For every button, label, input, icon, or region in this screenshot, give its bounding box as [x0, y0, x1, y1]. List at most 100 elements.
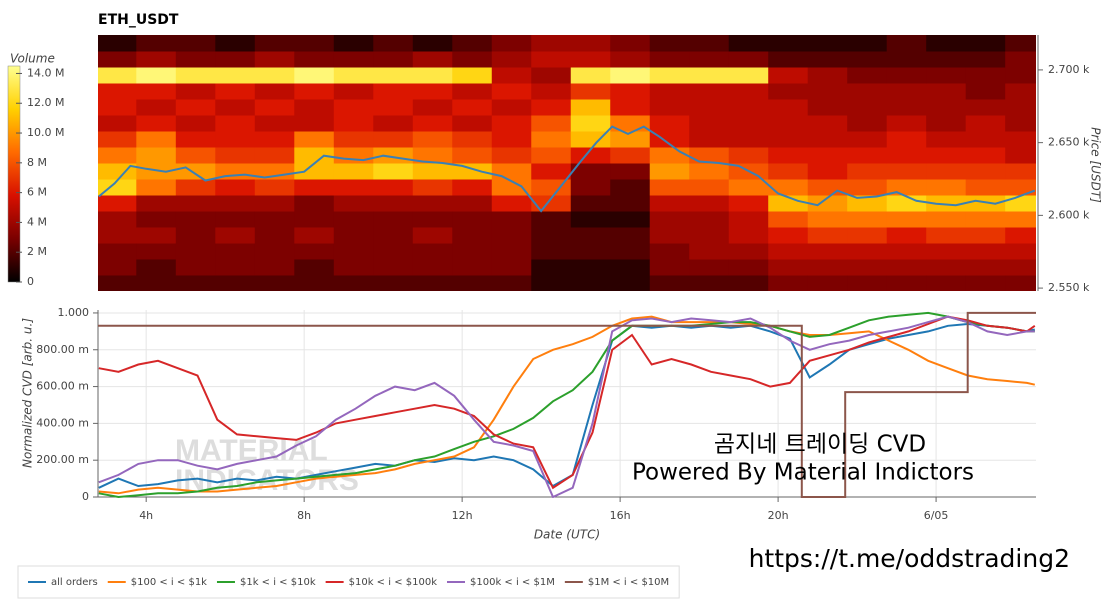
heatmap-cell [886, 35, 927, 52]
heatmap-cell [254, 83, 295, 100]
heatmap-cell [294, 227, 335, 244]
heatmap-cell [175, 99, 216, 116]
legend-label: $100 < i < $1k [131, 577, 207, 588]
heatmap-cell [728, 35, 769, 52]
heatmap-cell [215, 195, 256, 212]
heatmap-cell [610, 275, 651, 291]
heatmap-cell [136, 259, 177, 276]
heatmap-cell [649, 115, 690, 132]
heatmap-cell [610, 99, 651, 116]
heatmap-cell [807, 195, 848, 212]
heatmap-cell [412, 163, 453, 180]
heatmap-cell [886, 131, 927, 148]
heatmap-cell [570, 35, 611, 52]
x-tick-label: 4h [139, 509, 153, 522]
heatmap-cell [136, 211, 177, 228]
heatmap-cell [175, 115, 216, 132]
heatmap-cell [373, 131, 414, 148]
y-tick-label: 2.700 k [1048, 63, 1090, 76]
heatmap-cell [175, 275, 216, 291]
heatmap-cell [807, 115, 848, 132]
annotation: 곰지네 트레이딩 CVD [714, 432, 926, 458]
heatmap-cell [254, 35, 295, 52]
heatmap-cell [965, 147, 1006, 164]
heatmap-cell [136, 67, 177, 84]
heatmap-cell [452, 179, 493, 196]
y-tick-label: 0 [82, 490, 89, 503]
heatmap-cell [333, 243, 374, 260]
heatmap-cell [98, 275, 137, 291]
heatmap-cell [333, 147, 374, 164]
heatmap-cell [254, 67, 295, 84]
heatmap-cell [689, 227, 730, 244]
heatmap-cell [254, 243, 295, 260]
heatmap-cell [1005, 67, 1036, 84]
heatmap-cell [689, 275, 730, 291]
heatmap-cell [570, 67, 611, 84]
heatmap-cell [610, 259, 651, 276]
heatmap-cell [452, 51, 493, 68]
heatmap-cell [254, 131, 295, 148]
heatmap-cell [373, 211, 414, 228]
heatmap-cell [965, 35, 1006, 52]
heatmap-cell [570, 211, 611, 228]
heatmap-cell [886, 227, 927, 244]
heatmap-cell [294, 211, 335, 228]
heatmap-cell [728, 51, 769, 68]
heatmap-cell [649, 179, 690, 196]
heatmap-cell [965, 243, 1006, 260]
heatmap-cell [452, 35, 493, 52]
heatmap-cell [926, 211, 967, 228]
heatmap-cell [175, 51, 216, 68]
heatmap-cell [491, 195, 532, 212]
heatmap-cell [768, 275, 809, 291]
heatmap-cell [531, 51, 572, 68]
heatmap-cell [807, 147, 848, 164]
heatmap-cell [491, 275, 532, 291]
heatmap-cell [373, 243, 414, 260]
heatmap-cell [1005, 243, 1036, 260]
heatmap-cell [570, 115, 611, 132]
x-tick-label: 20h [768, 509, 789, 522]
heatmap-cell [98, 115, 137, 132]
heatmap-cell [847, 243, 888, 260]
colorbar-label: Volume [10, 52, 55, 66]
heatmap-cell [689, 131, 730, 148]
heatmap-cell [886, 163, 927, 180]
heatmap-cell [610, 243, 651, 260]
heatmap-cell [215, 227, 256, 244]
heatmap-cell [965, 67, 1006, 84]
heatmap-cell [412, 147, 453, 164]
heatmap-cell [689, 67, 730, 84]
heatmap-cell [610, 35, 651, 52]
heatmap-cell [807, 211, 848, 228]
heatmap-cell [254, 275, 295, 291]
heatmap-cell [807, 275, 848, 291]
heatmap-cell [926, 259, 967, 276]
heatmap-cell [98, 35, 137, 52]
heatmap-cell [373, 51, 414, 68]
heatmap-cell [610, 147, 651, 164]
heatmap-cell [886, 259, 927, 276]
heatmap-cell [965, 83, 1006, 100]
colorbar [7, 65, 21, 283]
heatmap-cell [294, 51, 335, 68]
heatmap-cell [570, 195, 611, 212]
heatmap-cell [649, 147, 690, 164]
heatmap-cell [689, 195, 730, 212]
heatmap-cell [294, 67, 335, 84]
heatmap-cell [98, 211, 137, 228]
heatmap-cell [768, 51, 809, 68]
heatmap-cell [452, 67, 493, 84]
heatmap-cell [886, 67, 927, 84]
heatmap-cell [254, 51, 295, 68]
heatmap-cell [333, 67, 374, 84]
heatmap-cell [847, 211, 888, 228]
heatmap-cell [570, 83, 611, 100]
heatmap-cell [531, 147, 572, 164]
heatmap-cell [373, 83, 414, 100]
heatmap-cell [175, 259, 216, 276]
heatmap-cell [965, 179, 1006, 196]
heatmap-cell [886, 211, 927, 228]
heatmap-cell [98, 131, 137, 148]
